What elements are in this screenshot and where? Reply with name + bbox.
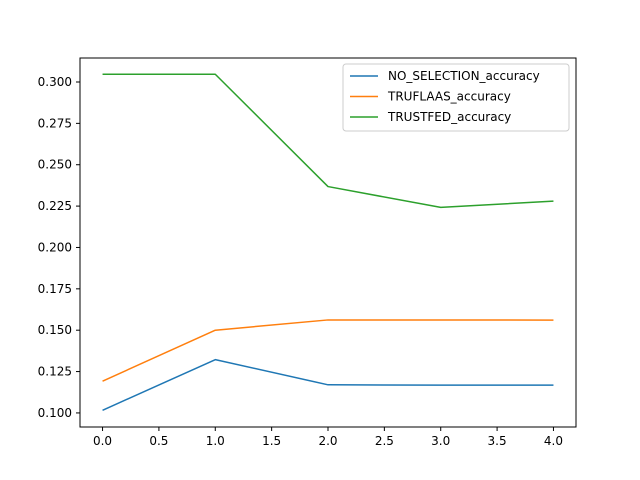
- legend-label: NO_SELECTION_accuracy: [388, 69, 540, 83]
- legend-label: TRUFLAAS_accuracy: [387, 90, 511, 104]
- series-line-0: [102, 358, 554, 411]
- y-tick-label: 0.300: [38, 75, 72, 89]
- series-line-1: [102, 319, 554, 382]
- series-line-2: [102, 73, 554, 209]
- x-tick-label: 3.0: [431, 434, 450, 448]
- y-tick-label: 0.150: [38, 323, 72, 337]
- y-tick-label: 0.175: [38, 282, 72, 296]
- legend: NO_SELECTION_accuracy TRUFLAAS_accuracy TR…: [342, 63, 570, 132]
- y-tick-label: 0.200: [38, 240, 72, 254]
- x-tick-label: 1.5: [262, 434, 281, 448]
- x-tick-label: 2.0: [318, 434, 337, 448]
- x-tick-label: 1.0: [206, 434, 225, 448]
- x-axis-ticks: 0.0 0.5 1.0 1.5 2.0 2.5 3.0 3.5 4.0: [93, 427, 563, 448]
- series-lines: [102, 73, 554, 411]
- y-tick-label: 0.250: [38, 158, 72, 172]
- x-tick-label: 0.5: [149, 434, 168, 448]
- y-tick-label: 0.125: [38, 365, 72, 379]
- y-tick-label: 0.100: [38, 406, 72, 420]
- axes: 0.0 0.5 1.0 1.5 2.0 2.5 3.0 3.5 4.0 0.1000.1250.…: [38, 75, 563, 448]
- x-tick-label: 2.5: [375, 434, 394, 448]
- x-tick-label: 0.0: [93, 434, 112, 448]
- y-tick-label: 0.275: [38, 116, 72, 130]
- legend-label: TRUSTFED_accuracy: [387, 110, 511, 124]
- x-tick-label: 3.5: [488, 434, 507, 448]
- legend-box: [342, 63, 570, 132]
- y-tick-label: 0.225: [38, 199, 72, 213]
- y-axis-ticks: 0.100 0.125 0.150 0.175 0.200 0.225 0.250 0.275…: [38, 75, 80, 420]
- x-tick-label: 4.0: [544, 434, 563, 448]
